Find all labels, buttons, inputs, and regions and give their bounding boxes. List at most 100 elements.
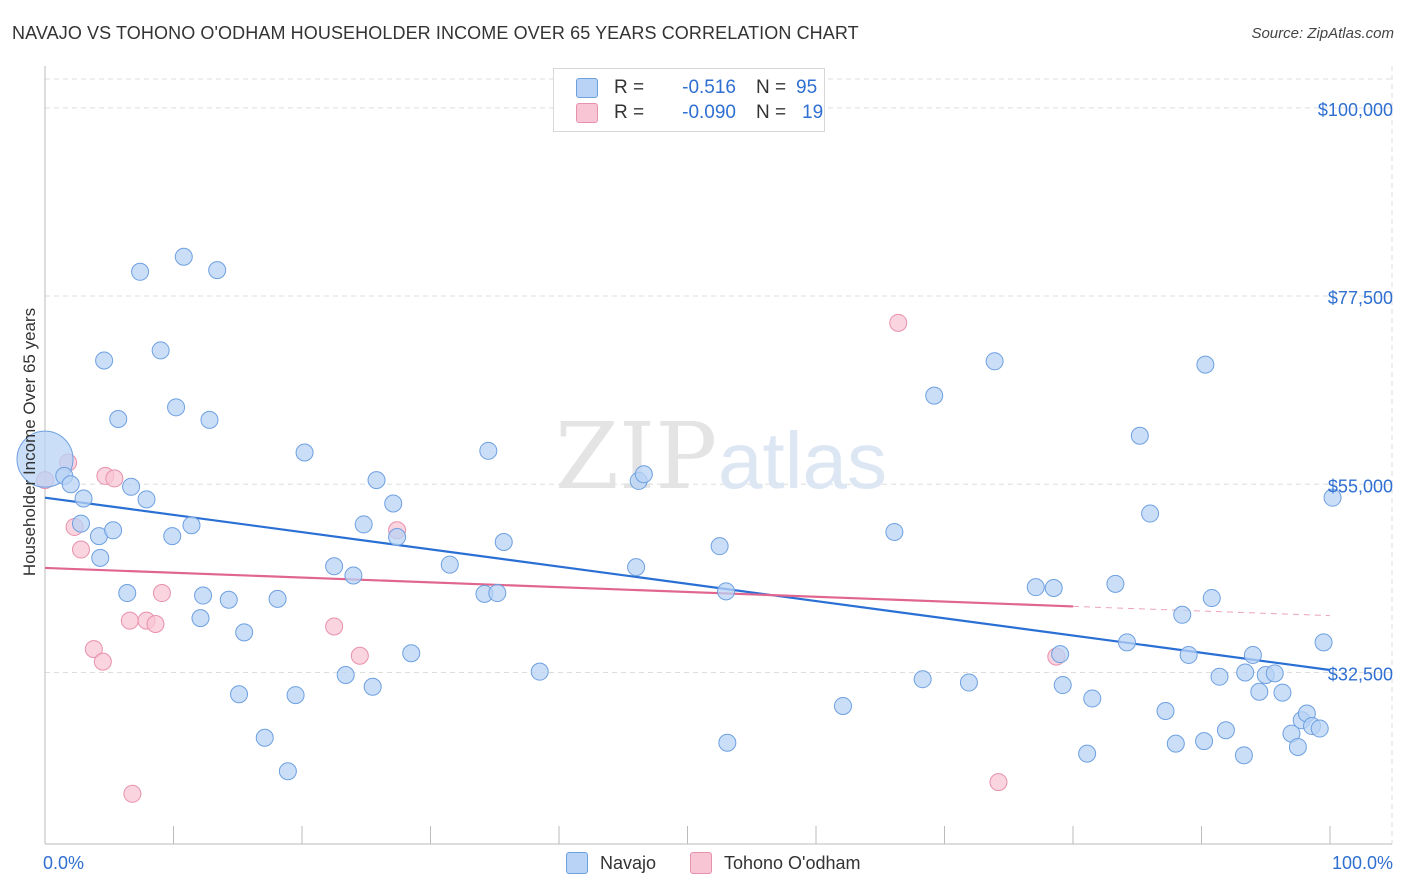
tick-labels: $100,000 $77,500 $55,000 $32,500 0.0% 100.0% xyxy=(43,100,1393,873)
navajo-point xyxy=(1173,605,1192,624)
tohono-point xyxy=(93,652,112,671)
navajo-point xyxy=(104,521,123,540)
navajo-point xyxy=(1265,664,1284,683)
tohono-point xyxy=(989,773,1008,792)
navajo-point xyxy=(1236,663,1255,682)
y-tick-label: $77,500 xyxy=(1328,288,1393,308)
navajo-point xyxy=(1141,504,1160,523)
navajo-point xyxy=(1288,737,1307,756)
navajo-point xyxy=(118,584,137,603)
r-value: -0.090 xyxy=(682,102,736,123)
n-label: N = xyxy=(756,77,787,98)
tohono-point xyxy=(350,646,369,665)
navajo-point xyxy=(913,670,932,689)
tohono-trend-extension xyxy=(1072,605,1331,617)
navajo-point xyxy=(91,548,110,567)
watermark-zip: ZIP xyxy=(555,403,717,510)
y-axis-label: Householder Income Over 65 years xyxy=(20,307,39,577)
navajo-point xyxy=(1202,589,1221,608)
tohono-swatch xyxy=(576,103,598,123)
navajo-point xyxy=(1117,633,1136,652)
navajo-point xyxy=(1250,682,1269,701)
navajo-point xyxy=(1314,633,1333,652)
navajo-point xyxy=(494,533,513,552)
navajo-point xyxy=(255,728,274,747)
navajo-point xyxy=(1106,574,1125,593)
navajo-point xyxy=(344,566,363,585)
r-value: -0.516 xyxy=(682,77,736,98)
navajo-point xyxy=(1156,701,1175,720)
navajo-point xyxy=(191,609,210,628)
tohono-trend-line xyxy=(44,566,1074,608)
navajo-point xyxy=(336,666,355,685)
navajo-point xyxy=(1234,746,1253,765)
navajo-point xyxy=(137,490,156,509)
navajo-point xyxy=(219,590,238,609)
navajo-legend-label: Navajo xyxy=(600,852,657,873)
navajo-point xyxy=(325,557,344,576)
r-label: R = xyxy=(614,77,645,98)
navajo-point xyxy=(479,441,498,460)
navajo-point xyxy=(1210,667,1229,686)
navajo-point xyxy=(61,475,80,494)
navajo-point xyxy=(295,443,314,462)
navajo-point xyxy=(235,623,254,642)
navajo-point xyxy=(1053,676,1072,695)
navajo-trend-line xyxy=(44,496,1331,672)
n-value: 95 xyxy=(796,77,818,98)
navajo-point xyxy=(1273,683,1292,702)
correlation-legend: R = -0.516 N = 95 R = -0.090 N = 19 xyxy=(553,68,825,132)
tohono-point xyxy=(123,784,142,803)
navajo-point xyxy=(718,733,737,752)
navajo-point xyxy=(402,644,421,663)
trend-lines xyxy=(44,496,1331,672)
y-tick-label: $55,000 xyxy=(1328,476,1393,496)
navajo-point xyxy=(363,677,382,696)
navajo-point xyxy=(833,696,852,715)
navajo-point xyxy=(122,477,141,496)
navajo-point xyxy=(71,514,90,533)
watermark-atlas: atlas xyxy=(718,416,887,505)
x-tick-label-min: 0.0% xyxy=(43,853,84,873)
navajo-point xyxy=(151,341,170,360)
navajo-point xyxy=(1130,426,1149,445)
navajo-point xyxy=(74,489,93,508)
navajo-point xyxy=(286,686,305,705)
navajo-point xyxy=(1026,578,1045,597)
navajo-point xyxy=(634,465,653,484)
y-tick-label: $100,000 xyxy=(1318,100,1393,120)
chart-source: Source: ZipAtlas.com xyxy=(1251,25,1394,42)
tohono-legend-swatch xyxy=(690,852,712,874)
navajo-point xyxy=(95,351,114,370)
navajo-point xyxy=(710,537,729,556)
n-value: 19 xyxy=(802,102,824,123)
navajo-point xyxy=(167,398,186,417)
navajo-point xyxy=(1216,721,1235,740)
navajo-point xyxy=(1044,579,1063,598)
navajo-point xyxy=(388,527,407,546)
tohono-point xyxy=(120,611,139,630)
navajo-point xyxy=(1323,488,1342,507)
navajo-point xyxy=(1051,645,1070,664)
navajo-swatch xyxy=(576,78,598,98)
navajo-point xyxy=(440,555,459,574)
navajo-point xyxy=(174,247,193,266)
navajo-legend-swatch xyxy=(566,852,588,874)
navajo-point xyxy=(1083,689,1102,708)
navajo-point xyxy=(384,494,403,513)
legend-row-navajo: R = -0.516 N = 95 xyxy=(576,76,817,100)
navajo-point xyxy=(925,386,944,405)
navajo-point xyxy=(1195,732,1214,751)
data-points xyxy=(16,247,1342,803)
tohono-legend-label: Tohono O'odham xyxy=(724,852,861,873)
navajo-point xyxy=(200,410,219,429)
r-label: R = xyxy=(614,102,645,123)
tohono-point xyxy=(152,584,171,603)
navajo-point xyxy=(230,685,249,704)
navajo-point xyxy=(109,410,128,429)
x-tick-label-max: 100.0% xyxy=(1332,853,1393,873)
tohono-point xyxy=(325,617,344,636)
y-tick-label: $32,500 xyxy=(1328,665,1393,685)
navajo-point xyxy=(1078,744,1097,763)
